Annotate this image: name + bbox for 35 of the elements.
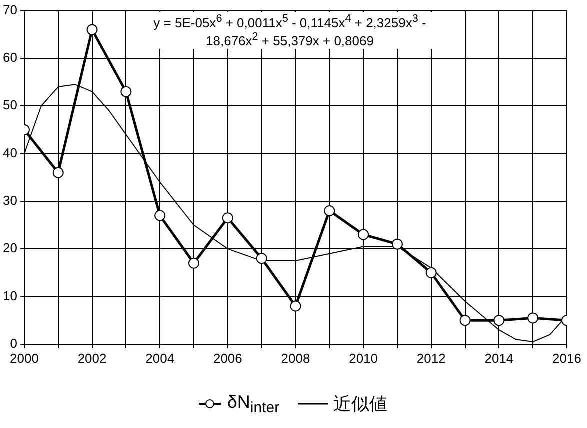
y-tick-label: 0 bbox=[10, 336, 18, 351]
point bbox=[120, 86, 132, 98]
y-tick-label: 40 bbox=[2, 145, 18, 160]
x-tick-label: 2006 bbox=[213, 350, 242, 366]
x-tick-label: 2010 bbox=[349, 350, 378, 366]
point bbox=[494, 315, 505, 326]
legend-label: 近似値 bbox=[334, 393, 388, 416]
x-tick-label: 2016 bbox=[552, 350, 582, 366]
x-tick-label: 2012 bbox=[416, 350, 446, 366]
point bbox=[460, 315, 471, 326]
y-tick-label: 50 bbox=[2, 98, 18, 113]
legend-label: δN$_{inter}$ bbox=[227, 392, 280, 417]
point bbox=[324, 205, 336, 216]
point bbox=[392, 238, 403, 250]
point bbox=[256, 253, 268, 264]
y-tick-label: 30 bbox=[2, 193, 18, 208]
text: y = 5E-05x$^{6}$ + 0,0011x$^{5}$ - 0,1145x$^{4}$ + 2,3259x$^{3}$ - 18,676x$^{2}$ + 55,379x + 0,8069 bbox=[154, 13, 426, 49]
point bbox=[290, 300, 302, 312]
y-tick-label: 20 bbox=[2, 240, 18, 256]
point bbox=[222, 212, 234, 224]
point bbox=[358, 229, 370, 240]
point bbox=[86, 24, 98, 36]
y-tick-label: 70 bbox=[2, 2, 18, 18]
x-tick-label: 2008 bbox=[281, 350, 310, 366]
x-tick-label: 2014 bbox=[484, 350, 514, 366]
point bbox=[528, 312, 539, 324]
x-tick-label: 2004 bbox=[146, 350, 175, 366]
point bbox=[426, 267, 437, 278]
x-tick-label: 2000 bbox=[10, 350, 39, 366]
point bbox=[188, 258, 200, 269]
point bbox=[154, 210, 166, 222]
y-tick-label: 10 bbox=[2, 288, 18, 304]
point bbox=[52, 167, 64, 178]
y-tick-label: 60 bbox=[2, 50, 18, 66]
x-tick-label: 2002 bbox=[78, 350, 107, 366]
